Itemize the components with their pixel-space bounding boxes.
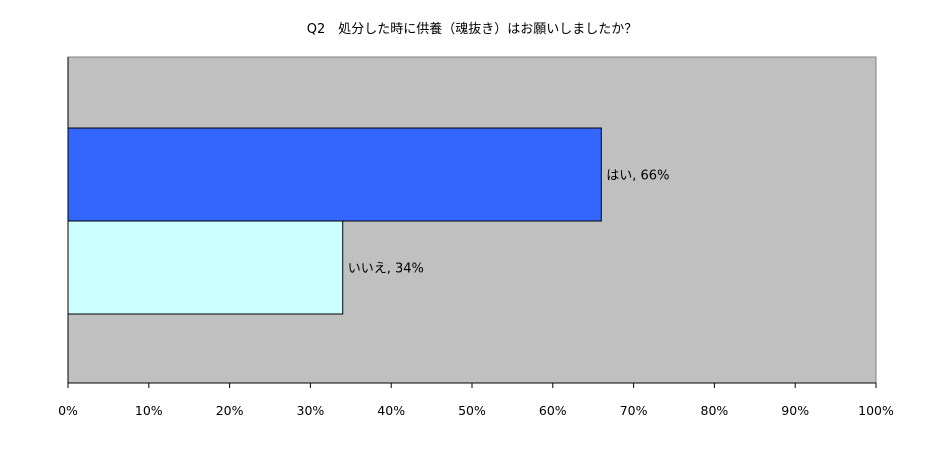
chart-title: Q2 処分した時に供養（魂抜き）はお願いしましたか？ [307, 21, 638, 37]
data-label-no: いいえ, 34% [348, 262, 424, 277]
bar-yes [67, 127, 602, 222]
data-label-yes: はい, 66% [606, 169, 669, 184]
x-tick-label: 100% [858, 403, 894, 418]
x-tick-label: 70% [620, 403, 648, 418]
x-tick-label: 60% [539, 403, 567, 418]
x-tick-label: 90% [781, 403, 809, 418]
bar-no [67, 220, 344, 315]
x-axis-ticks: 0% 10% 20% 30% 40% 50% 60% 70% 80% 90% 100% [58, 383, 894, 418]
x-tick-label: 50% [458, 403, 486, 418]
x-tick-label: 40% [377, 403, 405, 418]
x-tick-label: 0% [58, 403, 78, 418]
x-tick-label: 10% [135, 403, 163, 418]
x-tick-label: 30% [297, 403, 325, 418]
bars-layer [67, 127, 602, 315]
x-tick-label: 80% [701, 403, 729, 418]
data-labels-layer: はい, 66% いいえ, 34% [348, 169, 670, 277]
x-tick-label: 20% [216, 403, 244, 418]
